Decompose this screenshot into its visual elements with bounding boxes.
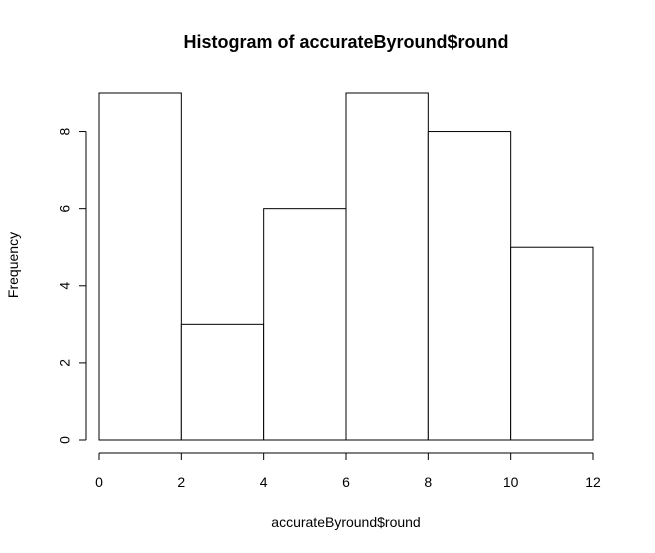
x-tick-label-5: 10	[503, 474, 519, 490]
y-tick-label-0: 0	[57, 436, 73, 444]
y-tick-label-1: 2	[57, 359, 73, 367]
x-tick-label-0: 0	[95, 474, 103, 490]
y-tick-label-2: 4	[57, 282, 73, 290]
x-tick-label-2: 4	[260, 474, 268, 490]
histogram-bar-0	[98, 92, 182, 441]
x-tick-label-1: 2	[177, 474, 185, 490]
histogram-bar-4	[427, 131, 512, 441]
histogram-bar-3	[345, 92, 429, 441]
x-tick-label-6: 12	[585, 474, 601, 490]
histogram-bar-2	[263, 208, 347, 441]
y-axis-label: Frequency	[5, 232, 21, 298]
y-axis: 0 2 4 6 8	[57, 127, 87, 444]
histogram-bar-5	[510, 246, 594, 441]
x-tick-label-4: 8	[424, 474, 432, 490]
x-axis-label: accurateByround$round	[271, 514, 420, 530]
y-tick-label-4: 8	[57, 127, 73, 135]
x-tick-label-3: 6	[342, 474, 350, 490]
bars-group	[98, 92, 594, 441]
chart-title: Histogram of accurateByround$round	[183, 32, 508, 52]
x-axis: 0 2 4 6 8 10 12	[95, 452, 601, 490]
histogram-bar-1	[180, 323, 265, 441]
y-tick-label-3: 6	[57, 205, 73, 213]
